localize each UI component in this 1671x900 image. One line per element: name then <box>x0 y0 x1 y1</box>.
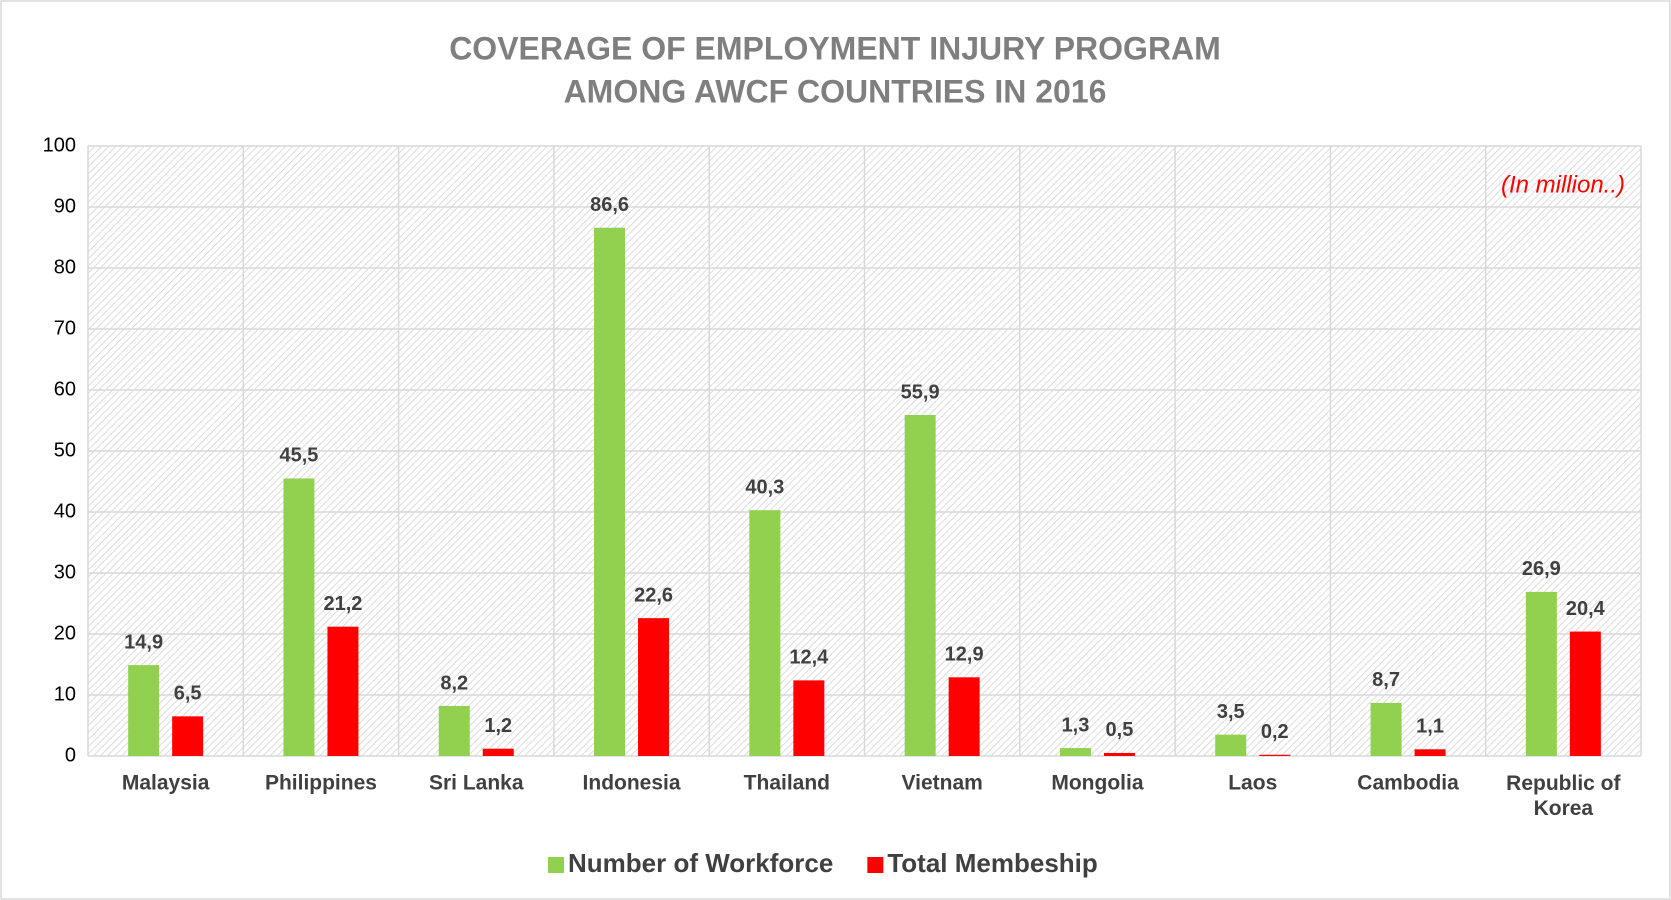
bar <box>749 510 781 756</box>
bar <box>438 705 470 756</box>
legend-label: Number of Workforce <box>568 848 833 878</box>
y-tick-label: 10 <box>54 683 76 705</box>
bar <box>1103 752 1135 756</box>
x-tick-label: Malaysia <box>122 772 210 795</box>
data-label: 1,2 <box>484 715 512 737</box>
legend-label: Total Membeship <box>887 848 1097 878</box>
y-tick-label: 50 <box>54 439 76 461</box>
y-tick-label: 40 <box>54 500 76 522</box>
y-tick-label: 100 <box>43 134 76 156</box>
bar <box>638 618 670 756</box>
bar <box>327 626 359 756</box>
data-label: 12,9 <box>945 644 984 666</box>
chart-title: AMONG AWCF COUNTRIES IN 2016 <box>564 73 1107 109</box>
x-tick-label: Vietnam <box>901 772 982 795</box>
chart-title: COVERAGE OF EMPLOYMENT INJURY PROGRAM <box>449 30 1221 66</box>
bar <box>1525 591 1557 756</box>
x-tick-label: Republic of Korea <box>1506 772 1621 820</box>
bar <box>283 478 315 756</box>
data-label: 6,5 <box>174 683 202 705</box>
x-tick-label: Indonesia <box>583 772 681 795</box>
annotation: (In million..) <box>1501 171 1625 198</box>
bar <box>482 748 514 756</box>
bar <box>793 680 825 756</box>
x-tick-label: Cambodia <box>1357 772 1459 795</box>
bar <box>1370 702 1402 756</box>
x-tick-label: Mongolia <box>1051 772 1143 795</box>
data-label: 40,3 <box>745 476 784 498</box>
x-tick-label: Sri Lanka <box>429 772 524 795</box>
bar <box>1215 734 1247 756</box>
data-label: 1,3 <box>1062 714 1090 736</box>
y-tick-label: 20 <box>54 622 76 644</box>
data-label: 45,5 <box>279 445 318 467</box>
y-tick-label: 30 <box>54 561 76 583</box>
bar <box>904 415 936 756</box>
x-tick-label: Thailand <box>744 772 830 795</box>
data-label: 20,4 <box>1566 598 1606 620</box>
data-label: 26,9 <box>1522 558 1561 580</box>
legend-swatch <box>548 857 564 873</box>
data-label: 86,6 <box>590 194 629 216</box>
y-tick-label: 0 <box>65 744 76 766</box>
legend-swatch <box>867 857 884 873</box>
x-tick-label: Laos <box>1228 772 1277 795</box>
bar <box>1259 754 1291 756</box>
data-label: 21,2 <box>323 593 362 615</box>
bar <box>128 665 160 756</box>
bar <box>948 677 980 756</box>
bar <box>172 716 204 756</box>
data-label: 12,4 <box>789 647 829 669</box>
data-label: 8,2 <box>440 672 468 694</box>
data-label: 0,5 <box>1106 719 1134 741</box>
y-tick-label: 60 <box>54 378 76 400</box>
x-tick-label: Philippines <box>265 772 377 795</box>
data-label: 1,1 <box>1416 716 1444 738</box>
bar <box>1059 748 1091 756</box>
data-label: 3,5 <box>1217 701 1245 723</box>
y-tick-label: 70 <box>54 317 76 339</box>
bar <box>1569 631 1601 756</box>
data-label: 22,6 <box>634 584 673 606</box>
bar <box>1414 749 1446 756</box>
y-tick-label: 90 <box>54 195 76 217</box>
data-label: 8,7 <box>1372 669 1400 691</box>
data-label: 14,9 <box>124 631 163 653</box>
data-label: 0,2 <box>1261 721 1289 743</box>
y-tick-label: 80 <box>54 256 76 278</box>
bar <box>594 227 626 757</box>
data-label: 55,9 <box>901 381 940 403</box>
